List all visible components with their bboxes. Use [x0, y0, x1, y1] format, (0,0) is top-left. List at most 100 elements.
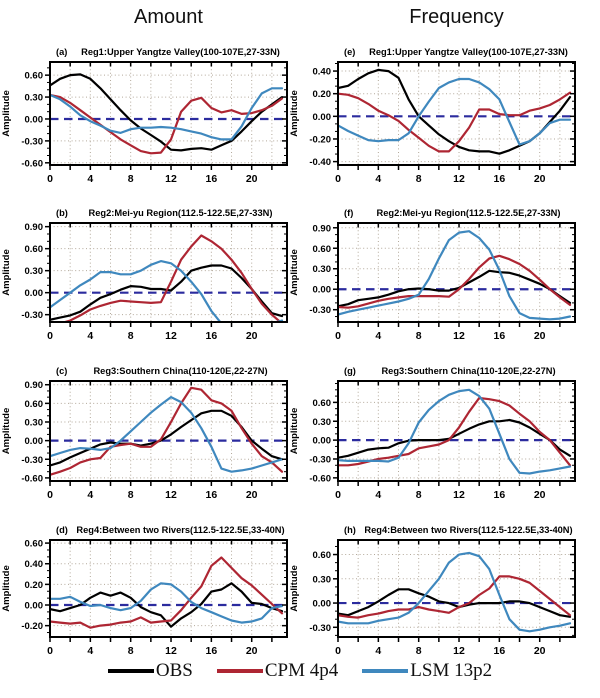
panel-letter: (e) [344, 47, 355, 57]
x-tick-label: 16 [206, 489, 218, 501]
panel-d: 0.60 0.40 0.20 0.00 -0.20 0 4 8 12 16 20 Amplitude (… [1, 525, 288, 657]
x-tick-label: 12 [453, 489, 465, 501]
legend-label: OBS [155, 660, 193, 681]
x-tick-label: 12 [165, 489, 177, 501]
legend-item-LSM-13p2: LSM 13p2 [362, 660, 492, 682]
series-LSM-13p2 [338, 230, 572, 321]
x-tick-label: 0 [335, 489, 341, 501]
x-tick-label: 0 [47, 173, 53, 185]
y-tick-label: -0.60 [21, 473, 43, 484]
y-tick-label: 0.30 [313, 417, 332, 428]
series-CPM-4p4 [338, 396, 572, 467]
series-LSM-13p2 [338, 77, 572, 146]
y-axis-title: Amplitude [289, 249, 300, 295]
y-tick-label: 0.00 [25, 114, 44, 125]
y-tick-label: 0.60 [25, 244, 44, 255]
y-tick-label: -0.30 [309, 623, 331, 634]
y-tick-label: 0.60 [25, 399, 44, 410]
panel-letter: (g) [344, 366, 356, 376]
x-tick-label: 4 [375, 330, 381, 342]
plot-box [49, 61, 288, 166]
x-tick-label: 16 [206, 173, 218, 185]
panel-title: Reg2:Mei-yu Region(112.5-122.5E,27-33N) [377, 208, 561, 218]
x-tick-label: 12 [165, 173, 177, 185]
plot-box [337, 539, 576, 638]
y-tick-label: -0.30 [309, 454, 331, 465]
y-tick-label: 0.90 [313, 223, 332, 234]
plot-box [337, 222, 576, 323]
panel-c: 0.90 0.60 0.30 0.00 -0.30 -0.60 0 4 8 12 16 20 Ampli… [1, 366, 288, 501]
plot-box [49, 539, 288, 638]
y-axis-title: Amplitude [289, 565, 300, 611]
column-header-frequency: Frequency [409, 6, 504, 28]
y-tick-label: 0.90 [25, 380, 44, 391]
x-tick-label: 4 [87, 489, 93, 501]
y-tick-label: 0.60 [313, 398, 332, 409]
legend-item-OBS: OBS [107, 660, 193, 682]
y-tick-label: 0.60 [25, 71, 44, 82]
x-tick-label: 20 [246, 489, 258, 501]
series-OBS [338, 269, 572, 308]
y-tick-label: 0.30 [313, 264, 332, 275]
series-OBS [338, 588, 572, 618]
x-tick-label: 4 [87, 330, 93, 342]
series-CPM-4p4 [338, 575, 572, 619]
plot-box [49, 222, 288, 323]
y-tick-label: 0.00 [25, 436, 44, 447]
series-LSM-13p2 [50, 259, 284, 322]
y-tick-label: 0.30 [25, 93, 44, 104]
y-axis-title: Amplitude [1, 565, 12, 611]
panel-title: Reg4:Between two Rivers(112.5-122.5E,33-… [364, 525, 572, 535]
y-tick-label: -0.30 [309, 305, 331, 316]
y-tick-label: -0.30 [21, 310, 43, 321]
y-tick-label: -0.60 [309, 473, 331, 484]
x-tick-label: 4 [375, 173, 381, 185]
x-tick-label: 20 [534, 330, 546, 342]
series-CPM-4p4 [50, 386, 284, 476]
x-tick-label: 8 [128, 330, 134, 342]
panel-letter: (f) [344, 208, 353, 218]
x-tick-label: 12 [453, 645, 465, 657]
y-tick-label: 0.60 [313, 550, 332, 561]
x-tick-label: 8 [416, 489, 422, 501]
y-tick-label: 0.00 [313, 599, 332, 610]
x-tick-label: 8 [128, 645, 134, 657]
series-CPM-4p4 [338, 254, 572, 309]
x-tick-label: 12 [453, 173, 465, 185]
x-tick-label: 12 [165, 330, 177, 342]
x-tick-label: 4 [375, 489, 381, 501]
legend-item-CPM-4p4: CPM 4p4 [216, 660, 338, 682]
series-CPM-4p4 [338, 91, 572, 153]
y-tick-label: -0.40 [309, 157, 331, 168]
y-tick-label: 0.00 [313, 285, 332, 296]
x-tick-label: 16 [494, 645, 506, 657]
panel-title: Reg1:Upper Yangtze Valley(100-107E,27-33… [369, 47, 568, 57]
y-axis-title: Amplitude [1, 90, 12, 136]
panel-title: Reg1:Upper Yangtze Valley(100-107E,27-33… [81, 47, 280, 57]
panel-b: 0.90 0.60 0.30 0.00 -0.30 0 4 8 12 16 20 Amplitude (… [1, 208, 288, 342]
y-tick-label: -0.20 [309, 134, 331, 145]
panel-letter: (a) [56, 47, 67, 57]
x-tick-label: 12 [453, 330, 465, 342]
y-tick-label: -0.30 [21, 455, 43, 466]
x-tick-label: 4 [87, 173, 93, 185]
y-tick-label: 0.90 [25, 222, 44, 233]
series-CPM-4p4 [50, 93, 284, 155]
y-tick-label: 0.30 [25, 417, 44, 428]
y-tick-label: 0.00 [25, 288, 44, 299]
plot-box [337, 380, 576, 482]
y-tick-label: 0.20 [25, 580, 44, 591]
series-LSM-13p2 [50, 87, 284, 141]
x-tick-label: 4 [87, 645, 93, 657]
y-tick-label: 0.00 [313, 436, 332, 447]
panel-g: 0.60 0.30 0.00 -0.30 -0.60 0 4 8 12 16 20 Amplitude… [289, 366, 576, 501]
x-tick-label: 20 [534, 173, 546, 185]
series-LSM-13p2 [338, 551, 572, 633]
x-tick-label: 16 [494, 489, 506, 501]
series-OBS [338, 418, 572, 459]
x-tick-label: 20 [246, 645, 258, 657]
panel-letter: (d) [56, 525, 68, 535]
series-LSM-13p2 [50, 395, 284, 473]
x-tick-label: 16 [206, 330, 218, 342]
